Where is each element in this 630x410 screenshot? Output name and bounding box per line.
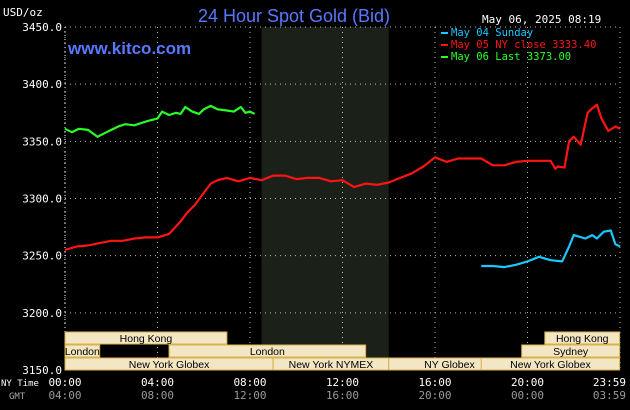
x-tick-label-gmt: 00:00 [511,389,544,402]
session-bar [168,344,367,358]
session-label: London [250,346,285,358]
x-tick-label-ny: 16:00 [418,376,451,389]
session-bar [64,331,228,345]
session-bar [521,344,621,358]
x-tick-label-ny: 08:00 [233,376,266,389]
legend-entry-3: May 06 Last 3373.00 [451,51,571,63]
x-tick-label-ny: 12:00 [326,376,359,389]
gmt-label: GMT [9,392,26,402]
x-axis-ticks: 00:0004:0004:0008:0008:0012:0012:0016:00… [48,376,626,402]
unit-label: USD/oz [3,6,43,19]
session-bar [480,357,621,371]
series-line-3 [64,104,256,138]
session-label: New York NYMEX [289,359,374,371]
session-label: NY Globex [424,359,475,371]
nytime-label: NY Time [1,379,39,389]
x-tick-label-gmt: 08:00 [141,389,174,402]
y-tick-label: 3350.0 [22,135,62,148]
session-label: Sydney [553,346,589,358]
y-tick-label: 3300.0 [22,193,62,206]
y-tick-label: 3400.0 [22,78,62,91]
x-tick-label-gmt: 16:00 [326,389,359,402]
x-tick-label-ny: 04:00 [141,376,174,389]
x-tick-label-gmt: 20:00 [418,389,451,402]
session-bar [544,331,621,345]
legend-entry-1: May 04 Sunday [451,27,533,39]
session-label: Hong Kong [556,333,609,345]
x-tick-label-ny: 00:00 [48,376,81,389]
y-tick-label: 3250.0 [22,250,62,263]
y-axis-ticks: 3450.0 3400.0 3350.0 3300.0 3250.0 3200.0 3150… [22,21,62,377]
session-label: Hong Kong [120,333,173,345]
session-bars: Hong Kong London London New York Globex New … [64,331,621,371]
session-label: New York Globex [129,359,210,371]
grid [64,26,621,371]
legend-entry-2: May 05 NY close 3333.40 [451,39,596,51]
series-line-2 [64,103,621,251]
session-label: London [65,346,100,358]
x-tick-label-gmt: 03:59 [593,389,626,402]
x-tick-label-gmt: 04:00 [48,389,81,402]
timestamp: May 06, 2025 08:19 [482,13,601,26]
x-tick-label-ny: 23:59 [593,376,626,389]
session-bar [64,344,101,358]
x-tick-label-ny: 20:00 [511,376,544,389]
session-label: New York Globex [510,359,591,371]
y-tick-label: 3200.0 [22,307,62,320]
series-line-1 [481,229,621,269]
chart-title: 24 Hour Spot Gold (Bid) [198,6,390,26]
y-tick-label: 3450.0 [22,21,62,34]
x-tick-label-gmt: 12:00 [233,389,266,402]
series-layer [64,103,621,269]
y-tick-label: 3150.0 [22,364,62,377]
watermark: www.kitco.com [67,39,191,58]
